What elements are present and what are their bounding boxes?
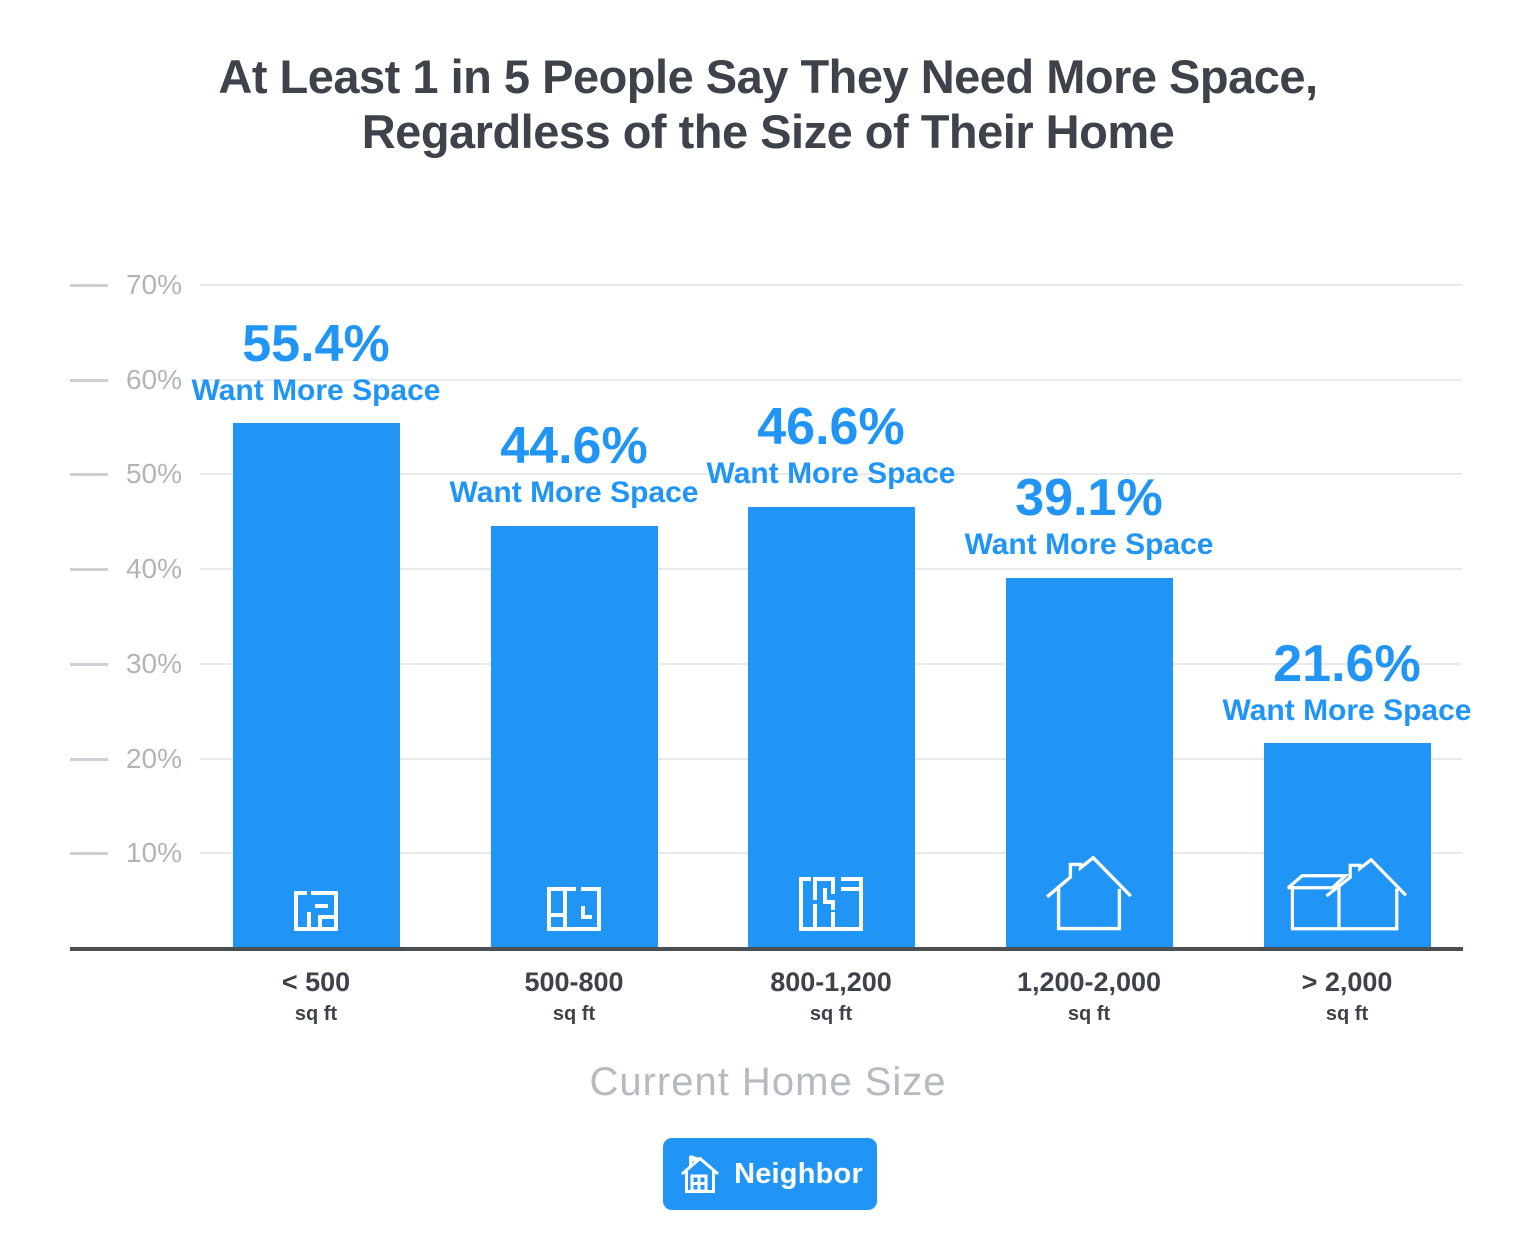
bar [490, 525, 658, 948]
chart-title-line2: Regardless of the Size of Their Home [361, 104, 1175, 158]
x-tick-sublabel: sq ft [1067, 1003, 1111, 1025]
x-tick-label-group: < 500 sq ft [186, 965, 446, 1026]
grid-line [200, 473, 1462, 476]
house-icon [1045, 855, 1133, 932]
bar-value-sublabel: Want More Space [449, 475, 699, 509]
x-tick-sublabel: sq ft [294, 1003, 338, 1025]
neighbor-logo-button[interactable]: Neighbor [663, 1138, 877, 1210]
y-tick-label: 60% [125, 363, 183, 395]
x-tick-label-group: 800-1,200 sq ft [701, 965, 961, 1026]
bar-value-label: 39.1% [1015, 469, 1163, 527]
floorplan-one-bed-icon [545, 886, 603, 932]
y-tick-dash [70, 662, 108, 666]
bar-value-label-group: 39.1% Want More Space [859, 471, 1319, 564]
x-tick-label: > 2,000 [1301, 967, 1393, 997]
x-axis-title: Current Home Size [589, 1060, 947, 1104]
floorplan-multi-room-icon [797, 876, 865, 932]
bar-value-label-group: 46.6% Want More Space [601, 400, 1061, 493]
x-tick-label-group: > 2,000 sq ft [1217, 965, 1477, 1026]
y-tick-dash [70, 757, 108, 761]
bar-value-label: 55.4% [242, 314, 390, 373]
y-tick-dash [70, 473, 108, 477]
x-tick-sublabel: sq ft [809, 1003, 853, 1025]
brand-name: Neighbor [734, 1157, 863, 1190]
large-house-icon [1286, 857, 1408, 932]
bar-value-label: 46.6% [757, 397, 905, 456]
floorplan-studio-icon [292, 890, 340, 932]
y-tick-label: 10% [125, 837, 183, 869]
x-tick-label: 1,200-2,000 [1016, 967, 1162, 997]
chart-title-line1: At Least 1 in 5 People Say They Need Mor… [218, 50, 1318, 103]
x-tick-label-group: 1,200-2,000 sq ft [959, 965, 1219, 1026]
x-tick-sublabel: sq ft [1325, 1003, 1369, 1025]
bar [747, 506, 915, 948]
bar-value-sublabel: Want More Space [1222, 693, 1472, 727]
bar-value-sublabel: Want More Space [964, 528, 1214, 562]
x-tick-label-group: 500-800 sq ft [444, 965, 704, 1026]
y-tick-label: 50% [125, 458, 183, 490]
bar-value-label: 21.6% [1273, 634, 1421, 693]
bar-value-label: 44.6% [500, 416, 648, 475]
y-tick-dash [70, 852, 108, 856]
x-tick-label: < 500 [281, 967, 351, 997]
grid-line [200, 284, 1462, 286]
y-tick-dash [70, 284, 108, 287]
chart-title: At Least 1 in 5 People Say They Need Mor… [0, 50, 1536, 160]
neighbor-house-flag-icon [677, 1153, 723, 1195]
bar-value-label-group: 55.4% Want More Space [86, 317, 546, 410]
bar-value-label-group: 44.6% Want More Space [344, 419, 804, 512]
x-tick-label: 800-1,200 [770, 967, 892, 997]
x-tick-label: 500-800 [524, 967, 624, 997]
y-tick-dash [70, 568, 108, 572]
grid-line [200, 378, 1462, 381]
y-tick-label: 30% [125, 647, 183, 679]
y-tick-label: 70% [125, 269, 183, 300]
y-tick-label: 40% [125, 553, 183, 585]
bar [1005, 577, 1173, 948]
bar-value-label-group: 21.6% Want More Space [1117, 637, 1536, 730]
bar-value-sublabel: Want More Space [191, 373, 441, 407]
y-tick-dash [70, 378, 108, 382]
x-axis-baseline [70, 947, 1463, 951]
y-tick-label: 20% [125, 742, 183, 774]
bar [232, 423, 400, 948]
x-tick-sublabel: sq ft [552, 1003, 596, 1025]
bar-value-sublabel: Want More Space [706, 457, 956, 491]
